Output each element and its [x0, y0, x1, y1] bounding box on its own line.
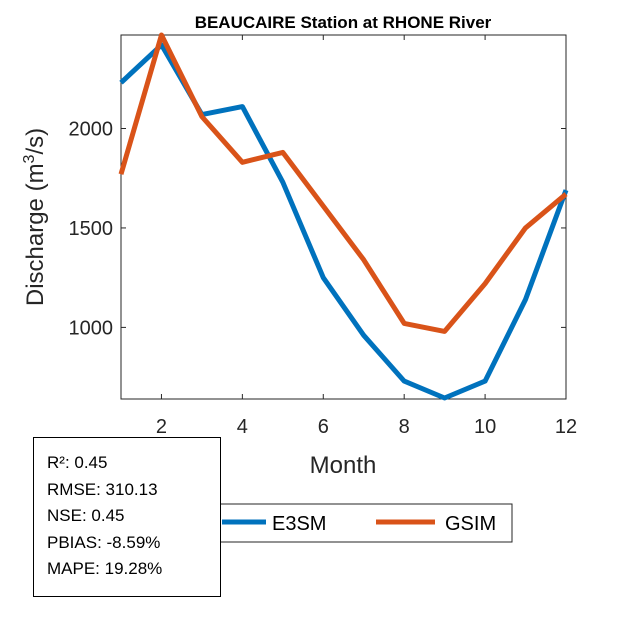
legend: E3SM GSIM	[201, 503, 513, 543]
stat-nse: NSE: 0.45	[47, 506, 125, 525]
axes-box	[120, 34, 567, 400]
legend-label-e3sm: E3SM	[272, 513, 326, 535]
x-tick-label: 4	[237, 416, 248, 438]
y-tick-label: 1000	[69, 317, 114, 339]
y-tick-label: 2000	[69, 118, 114, 140]
stat-mape: MAPE: 19.28%	[47, 559, 163, 578]
x-tick-label: 10	[474, 416, 496, 438]
x-tick-label: 2	[156, 416, 167, 438]
x-tick-label: 6	[318, 416, 329, 438]
axis-ticks: 2 4 6 8 10 12 1000 1500 2000	[69, 35, 577, 438]
y-tick-label: 1500	[69, 218, 114, 240]
x-axis-label: Month	[310, 452, 377, 479]
x-tick-label: 12	[555, 416, 577, 438]
statistics-box: R²: 0.45 RMSE: 310.13 NSE: 0.45 PBIAS: -…	[33, 437, 221, 597]
legend-label-gsim: GSIM	[445, 513, 496, 535]
stat-r2: R²: 0.45	[47, 453, 108, 472]
y-axis-label: Discharge (m3/s)	[21, 128, 49, 306]
stat-pbias: PBIAS: -8.59%	[47, 532, 161, 552]
series-lines	[118, 32, 569, 401]
stat-rmse: RMSE: 310.13	[47, 479, 158, 499]
x-tick-label: 8	[399, 416, 410, 438]
chart-title: BEAUCAIRE Station at RHONE River	[195, 13, 492, 32]
plot-area: 2 4 6 8 10 12 1000 1500 2000	[69, 32, 577, 438]
series-line-gsim	[118, 32, 568, 334]
